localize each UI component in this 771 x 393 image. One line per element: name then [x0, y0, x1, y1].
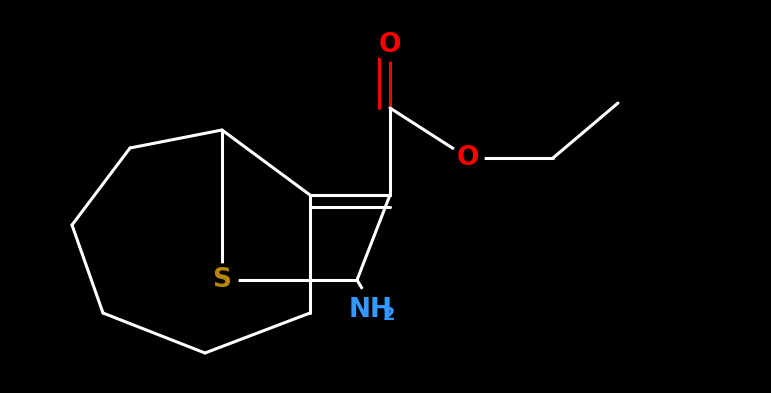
Text: S: S — [213, 267, 231, 293]
Circle shape — [374, 29, 406, 61]
Text: O: O — [379, 32, 401, 58]
Circle shape — [452, 142, 484, 174]
Text: NH: NH — [349, 297, 393, 323]
Text: O: O — [456, 145, 480, 171]
Circle shape — [351, 286, 399, 334]
Circle shape — [206, 264, 238, 296]
Text: 2: 2 — [382, 306, 396, 324]
